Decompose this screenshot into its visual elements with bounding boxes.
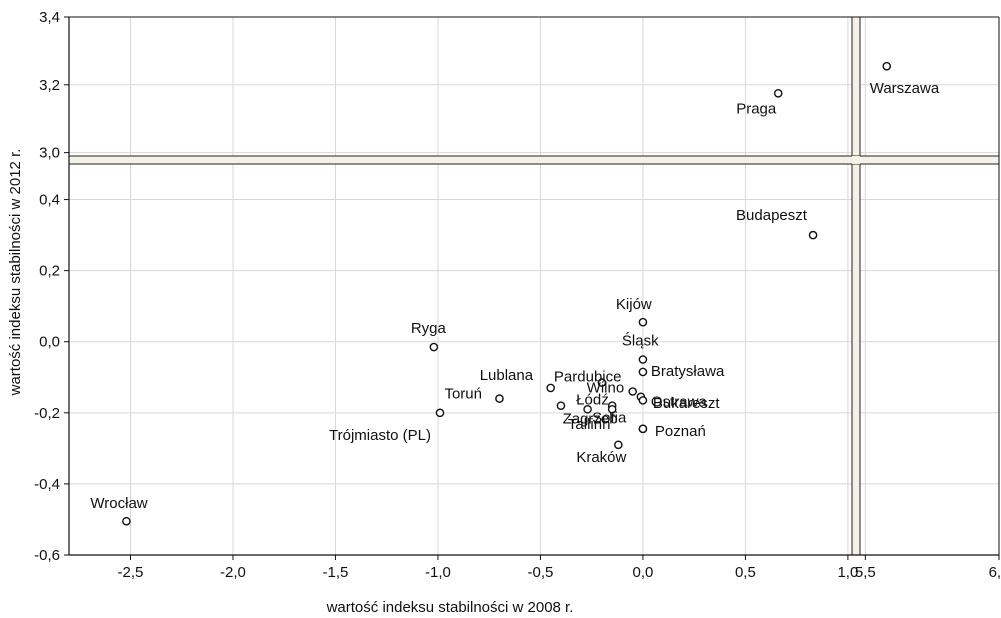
x-tick-label: 0,5	[735, 564, 756, 581]
ticks: -2,5 -2,0 -1,5 -1,0 -0,5 0,0 0,5 1,05,5 6,0 -0,6 -…	[34, 9, 1001, 581]
data-point	[638, 396, 648, 405]
data-point	[638, 367, 648, 377]
point-label: Lublana	[480, 367, 534, 384]
data-point	[638, 424, 648, 434]
data-point	[614, 440, 623, 450]
x-tick-label: -1,0	[425, 564, 451, 581]
point-label: Budapeszt	[736, 207, 808, 224]
point-label: Kraków	[576, 449, 626, 466]
point-label: Wrocław	[90, 495, 147, 512]
point-label: Śląsk	[622, 332, 659, 350]
point-label: Toruń	[444, 386, 482, 403]
data-point	[546, 383, 555, 393]
data-point	[435, 408, 445, 418]
plot-frame	[68, 16, 1000, 556]
x-tick-label: -1,5	[323, 564, 349, 581]
point-label: Warszawa	[870, 80, 940, 97]
data-point	[882, 61, 892, 71]
y-tick-label: -0,2	[34, 405, 60, 422]
axis-break-x	[851, 16, 861, 556]
point-label: Ostrawa	[651, 393, 708, 410]
data-point	[628, 387, 637, 396]
point-label: Praga	[736, 100, 777, 117]
y-tick-label: -0,6	[34, 547, 60, 564]
x-tick-label: 6,0	[989, 564, 1001, 581]
y-tick-label: 0,0	[39, 334, 60, 351]
data-point	[556, 401, 566, 411]
data-point	[808, 230, 818, 240]
point-label: Trójmiasto (PL)	[329, 427, 431, 444]
data-point	[597, 378, 607, 387]
axis-break-corner	[852, 156, 860, 164]
point-label: Łódź	[576, 392, 609, 409]
grid	[69, 17, 999, 555]
x-tick-label: -2,0	[220, 564, 246, 581]
point-label: Bukareszt	[653, 395, 721, 412]
data-point	[773, 88, 783, 98]
data-points: Warszawa Praga Budapeszt Kijów Ryga Śląsk Pard…	[90, 61, 940, 526]
data-point	[638, 355, 648, 364]
point-label: Wilno	[587, 379, 625, 396]
axis-breaks	[68, 16, 1000, 556]
data-point	[638, 317, 648, 327]
data-point	[495, 394, 504, 403]
x-tick-label: -0,5	[528, 564, 554, 581]
point-label: Sofia	[592, 409, 627, 426]
y-tick-label: 0,4	[39, 192, 60, 209]
point-label: Pardubice	[554, 369, 622, 386]
y-tick-label: 3,4	[39, 9, 60, 26]
point-label: Tallinn	[568, 416, 611, 433]
y-tick-label: 3,0	[39, 145, 60, 162]
x-axis-label: wartość indeksu stabilności w 2008 r.	[326, 599, 574, 616]
y-tick-label: 0,2	[39, 263, 60, 280]
x-tick-label: 5,5	[855, 564, 876, 581]
point-label: Bratysława	[651, 363, 725, 380]
x-tick-label: 1,0	[837, 564, 858, 581]
data-point	[583, 404, 592, 414]
x-tick-label: 0,0	[632, 564, 653, 581]
point-label: Poznań	[655, 423, 706, 440]
data-point	[607, 404, 617, 414]
data-point	[429, 342, 439, 352]
point-label: Zagrzeb	[563, 410, 618, 427]
data-point	[122, 516, 131, 526]
point-label: Ryga	[411, 320, 447, 337]
y-tick-label: 3,2	[39, 77, 60, 94]
y-tick-label: -0,4	[34, 476, 60, 493]
x-tick-label: -2,5	[118, 564, 144, 581]
y-axis-label: wartość indeksu stabilności w 2012 r.	[7, 149, 24, 397]
point-label: Kijów	[616, 296, 652, 313]
